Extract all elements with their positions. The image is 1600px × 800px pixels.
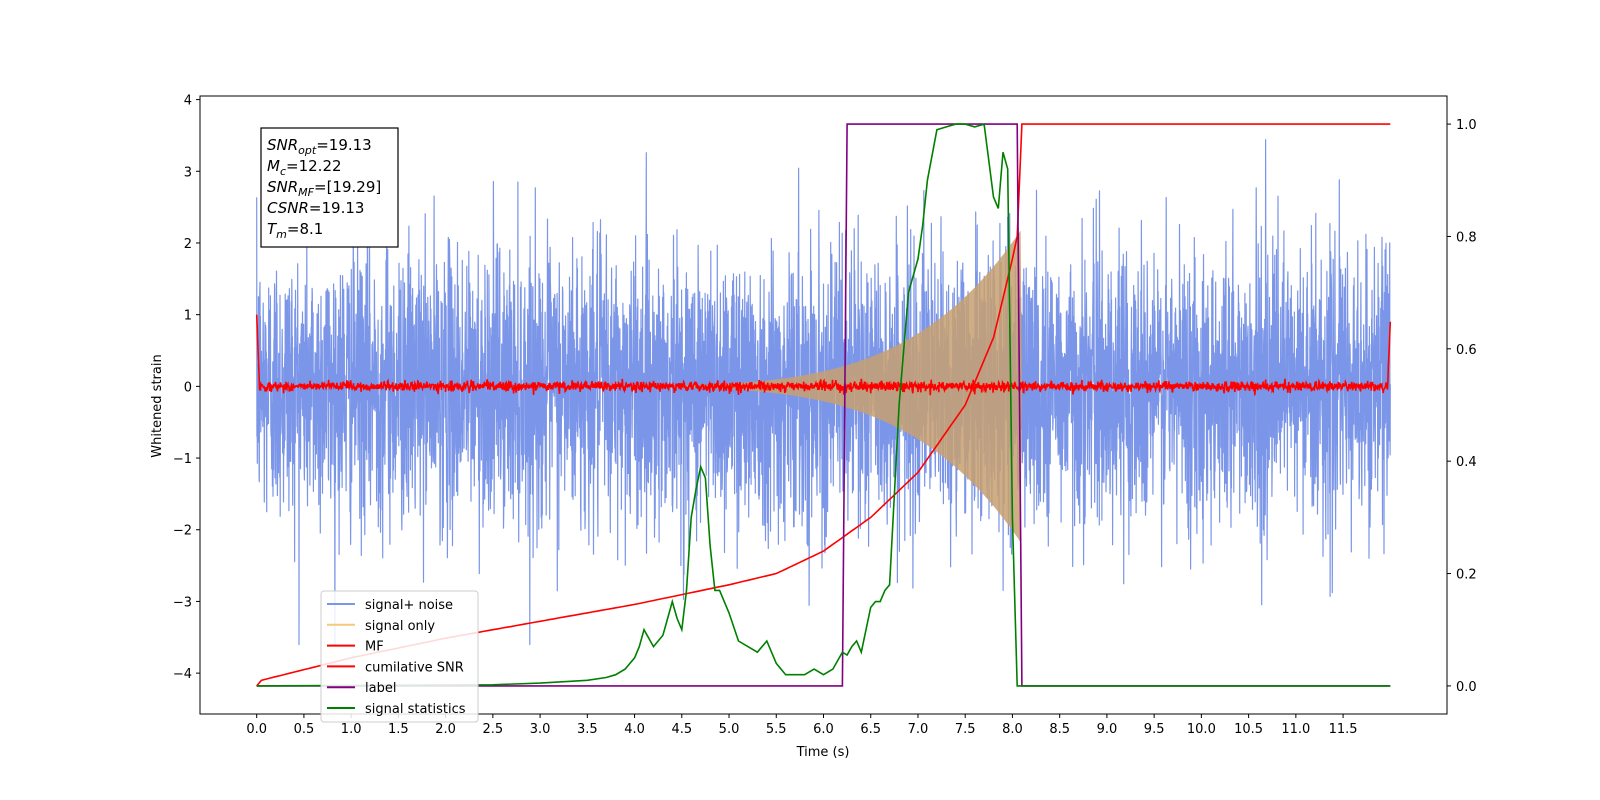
x-tick-label: 0.0: [246, 722, 267, 737]
x-tick-label: 6.5: [860, 722, 881, 737]
x-tick-label: 8.0: [1002, 722, 1023, 737]
x-axis-label: Time (s): [796, 745, 850, 760]
legend-label: MF: [365, 640, 384, 655]
x-tick-label: 6.0: [813, 722, 834, 737]
x-tick-label: 1.0: [341, 722, 362, 737]
y-axis-ticks: 4 3 2 1 0 −1 −2 −3 −4: [173, 94, 200, 682]
x-tick-label: 11.0: [1281, 722, 1310, 737]
y2-tick-label: 0.8: [1456, 230, 1477, 245]
legend-frame: [320, 590, 479, 723]
legend: signal+ noise signal only MF cumilative SNR…: [320, 590, 479, 723]
legend-label: signal statistics: [365, 702, 466, 717]
x-tick-label: 3.5: [577, 722, 598, 737]
y-tick-label: −1: [173, 452, 192, 467]
x-tick-label: 8.5: [1049, 722, 1070, 737]
y-tick-label: −4: [173, 667, 192, 682]
y-tick-label: −3: [173, 595, 192, 610]
annotation-frame: [260, 127, 399, 248]
y2-tick-label: 0.0: [1456, 680, 1477, 695]
y-tick-label: 0: [184, 380, 192, 395]
legend-label: signal+ noise: [365, 598, 453, 613]
y-axis-label: Whitened strain: [150, 354, 165, 457]
x-tick-label: 10.0: [1187, 722, 1216, 737]
legend-label: signal only: [365, 619, 435, 634]
x-axis-ticks: 0.0 0.5 1.0 1.5 2.0 2.5 3.0 3.5 4.0 4.5 5.0 5.5 6.0 6…: [246, 714, 1358, 737]
y2-tick-label: 0.4: [1456, 455, 1477, 470]
series-mf-line: [255, 314, 1392, 396]
y2-tick-label: 1.0: [1456, 118, 1477, 133]
y-tick-label: 3: [184, 165, 192, 180]
x-tick-label: 1.5: [388, 722, 409, 737]
legend-label: cumilative SNR: [365, 660, 464, 675]
x-tick-label: 2.0: [435, 722, 456, 737]
x-tick-label: 0.5: [294, 722, 315, 737]
x-tick-label: 10.5: [1234, 722, 1263, 737]
x-tick-label: 7.0: [908, 722, 929, 737]
x-tick-label: 9.5: [1144, 722, 1165, 737]
series-signal-statistics-line: [256, 123, 1391, 687]
series-signal-noise-line: [256, 139, 1391, 646]
annotation-line: SNRMF=[19.29]: [267, 178, 381, 199]
y-tick-label: −2: [173, 524, 192, 539]
x-tick-label: 3.0: [530, 722, 551, 737]
annotation-line: Tm=8.1: [267, 220, 323, 241]
x-tick-label: 5.5: [766, 722, 787, 737]
annotation-line: Mc=12.22: [267, 157, 342, 178]
x-tick-label: 5.0: [719, 722, 740, 737]
x-tick-label: 9.0: [1097, 722, 1118, 737]
x-tick-label: 4.5: [671, 722, 692, 737]
x-tick-label: 2.5: [483, 722, 504, 737]
y2-axis-ticks: 1.0 0.8 0.6 0.4 0.2 0.0: [1447, 118, 1477, 695]
annotation-line: CSNR=19.13: [267, 199, 364, 217]
annotation-line: SNRopt=19.13: [267, 136, 372, 157]
y-tick-label: 4: [184, 94, 192, 109]
legend-label: label: [365, 681, 396, 696]
x-tick-label: 7.5: [955, 722, 976, 737]
y-tick-label: 1: [184, 309, 192, 324]
x-tick-label: 11.5: [1329, 722, 1358, 737]
y2-tick-label: 0.6: [1456, 343, 1477, 358]
y2-tick-label: 0.2: [1456, 568, 1477, 583]
x-tick-label: 4.0: [624, 722, 645, 737]
y-tick-label: 2: [184, 237, 192, 252]
annotation-box: SNRopt=19.13Mc=12.22SNRMF=[19.29]CSNR=19…: [260, 127, 399, 248]
